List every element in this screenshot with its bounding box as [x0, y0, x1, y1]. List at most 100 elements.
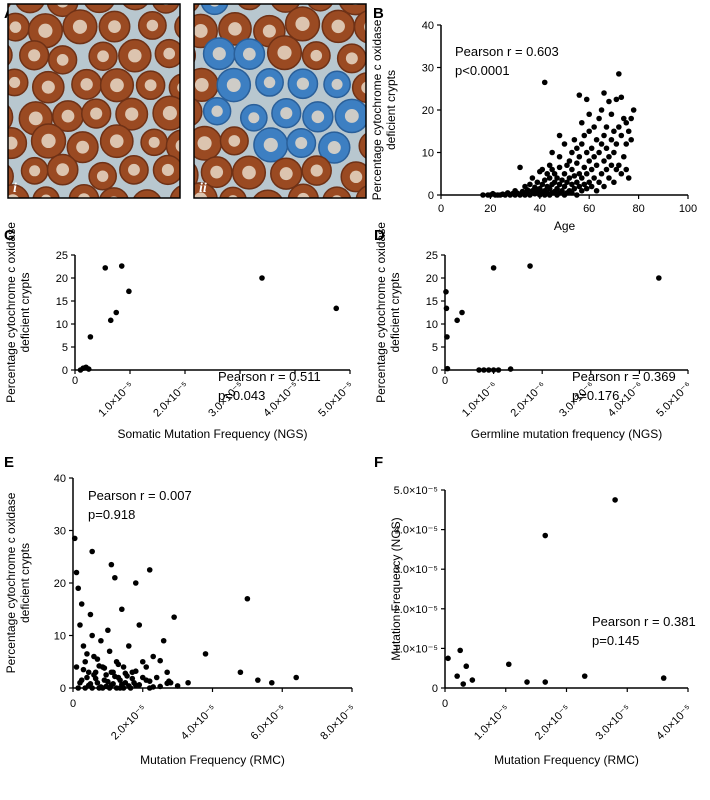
- y-tick-label: 5.0×10⁻⁵: [394, 485, 438, 497]
- data-point: [623, 141, 630, 147]
- crypt: [122, 4, 148, 11]
- y-tick-label: 20: [426, 273, 438, 285]
- data-point: [459, 309, 465, 316]
- data-point: [119, 606, 125, 613]
- crypt-lumen: [38, 23, 53, 38]
- crypt-lumen: [277, 45, 292, 60]
- data-point: [613, 166, 620, 173]
- crypt-lumen: [148, 136, 160, 148]
- crypt-lumen: [344, 109, 359, 123]
- crypt: [219, 186, 247, 198]
- data-point: [103, 672, 109, 678]
- y-tick-label: 10: [426, 319, 438, 331]
- y-tick-label: 0: [60, 683, 66, 695]
- y-tick-label: 30: [422, 63, 434, 75]
- crypt-lumen: [9, 21, 22, 33]
- data-point: [444, 334, 450, 340]
- panel-letter-d: D: [374, 227, 385, 244]
- data-point: [616, 124, 622, 130]
- crypt-lumen: [345, 52, 358, 65]
- crypt-lumen: [248, 112, 260, 124]
- crypt-lumen: [349, 170, 363, 184]
- crypt-lumen: [29, 165, 41, 177]
- data-point: [628, 136, 634, 143]
- data-point: [608, 136, 615, 143]
- data-point: [117, 677, 123, 683]
- data-point: [554, 185, 560, 192]
- data-point: [581, 181, 588, 188]
- crypt: [322, 186, 352, 198]
- x-tick-label: 80: [632, 203, 644, 215]
- data-point: [529, 175, 536, 181]
- panel-a: A i ii: [0, 0, 367, 199]
- data-point: [106, 648, 113, 655]
- crypt-lumen: [311, 110, 325, 124]
- data-point: [583, 149, 590, 156]
- data-point: [551, 179, 558, 186]
- y-tick-label: 15: [56, 296, 68, 308]
- y-tick-label: 5: [62, 342, 68, 354]
- crypt-lumen: [56, 4, 69, 8]
- data-point: [132, 580, 139, 586]
- data-point: [73, 569, 80, 576]
- crypt-lumen: [9, 76, 21, 88]
- crypt: [307, 4, 333, 12]
- crypt: [194, 13, 218, 49]
- x-tick-label: 4.0×10⁻⁵: [261, 380, 301, 420]
- data-point: [611, 179, 617, 186]
- crypt: [194, 163, 199, 188]
- crypt-lumen: [226, 78, 241, 93]
- crypt-lumen: [280, 107, 293, 120]
- crypt-lumen: [228, 195, 238, 198]
- data-point: [569, 181, 575, 188]
- crypt: [253, 189, 283, 198]
- crypt-lumen: [297, 192, 310, 198]
- data-point: [618, 170, 625, 177]
- x-tick-label: 4.0×10⁻⁵: [179, 703, 219, 743]
- data-point: [115, 661, 122, 668]
- crypt: [165, 129, 180, 163]
- crypt-lumen: [8, 194, 19, 198]
- micrograph-border: [193, 3, 367, 199]
- data-point: [106, 685, 113, 691]
- data-point: [583, 185, 590, 192]
- x-tick-label: 1.0×10⁻⁵: [96, 380, 136, 420]
- crypt-lumen: [180, 0, 192, 5]
- crypt-lumen: [244, 0, 255, 2]
- data-point: [469, 677, 476, 683]
- crypt-lumen: [0, 171, 5, 183]
- crypt: [32, 186, 60, 198]
- y-tick-label: 20: [56, 273, 68, 285]
- data-point: [576, 92, 583, 98]
- x-axis-label: Mutation Frequency (RMC): [494, 753, 639, 767]
- crypt: [355, 185, 366, 198]
- y-tick-label: 30: [54, 526, 66, 538]
- data-point: [569, 166, 575, 173]
- crypt: [68, 184, 100, 198]
- crypt-lumen: [76, 140, 90, 154]
- data-point: [102, 265, 109, 271]
- data-point: [255, 677, 261, 683]
- data-point: [174, 683, 181, 689]
- data-point: [620, 153, 627, 160]
- crypt: [8, 164, 14, 189]
- x-tick-label: 0: [442, 375, 448, 387]
- data-point: [139, 658, 146, 665]
- data-point: [82, 685, 89, 691]
- data-point: [164, 669, 170, 676]
- crypt-lumen: [194, 78, 209, 92]
- data-point: [443, 305, 450, 312]
- p-value-annotation: p=0.176: [572, 388, 619, 403]
- data-point: [561, 141, 568, 147]
- data-point: [561, 183, 568, 190]
- data-point: [75, 685, 82, 691]
- data-point: [601, 132, 607, 139]
- crypt-lumen: [228, 135, 241, 147]
- data-point: [517, 164, 523, 171]
- data-point: [591, 153, 597, 160]
- data-point: [507, 366, 514, 372]
- x-tick-label: 6.0×10⁻⁵: [249, 703, 289, 743]
- data-point: [82, 658, 89, 665]
- y-tick-label: 10: [54, 631, 66, 643]
- pearson-r-annotation: Pearson r = 0.603: [455, 44, 559, 59]
